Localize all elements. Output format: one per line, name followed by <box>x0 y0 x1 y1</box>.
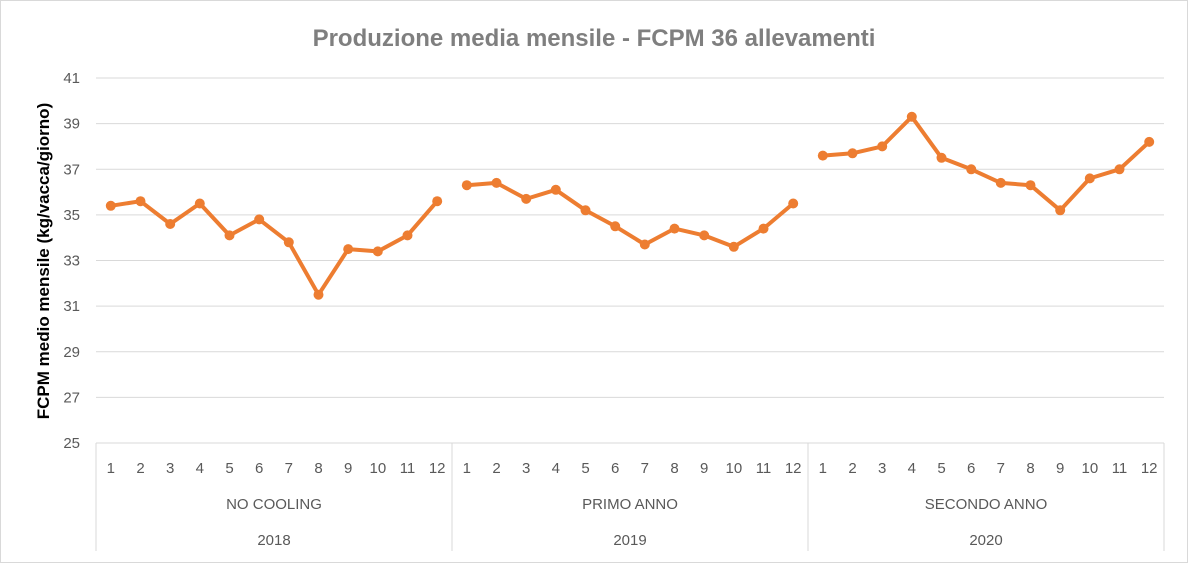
y-tick-label: 35 <box>63 207 80 224</box>
x-group-label: PRIMO ANNO <box>582 496 678 513</box>
x-group-label: NO COOLING <box>226 496 322 513</box>
data-point <box>165 219 176 229</box>
series-line-2018 <box>108 199 440 297</box>
x-tick-label: 9 <box>700 460 708 477</box>
data-point <box>491 177 502 188</box>
x-tick-label: 7 <box>285 460 293 477</box>
x-tick-label: 7 <box>641 460 649 477</box>
data-point <box>135 196 146 207</box>
x-tick-label: 11 <box>400 460 416 477</box>
x-tick-label: 8 <box>1026 460 1034 477</box>
series-line-2020 <box>820 114 1152 213</box>
data-point <box>521 193 532 204</box>
data-point <box>254 214 265 225</box>
data-point <box>372 246 383 257</box>
x-tick-label: 9 <box>344 460 352 477</box>
y-tick-label: 33 <box>63 253 80 270</box>
x-tick-label: 8 <box>314 460 322 477</box>
y-tick-label: 37 <box>63 161 80 178</box>
x-tick-label: 1 <box>107 460 115 477</box>
data-point <box>343 244 354 255</box>
gridlines <box>96 77 1164 444</box>
x-tick-label: 6 <box>967 460 975 477</box>
y-tick-label: 31 <box>63 298 80 315</box>
data-point <box>1114 164 1125 175</box>
y-tick-label: 27 <box>63 389 80 406</box>
data-point <box>966 164 977 175</box>
data-point <box>1055 205 1066 216</box>
x-tick-label: 7 <box>997 460 1005 477</box>
data-point <box>313 289 324 300</box>
x-tick-label: 5 <box>937 460 945 477</box>
data-point <box>550 184 561 195</box>
x-tick-label: 9 <box>1056 460 1064 477</box>
data-point <box>610 221 621 232</box>
x-tick-label: 1 <box>819 460 827 477</box>
data-point <box>906 111 917 122</box>
x-tick-label: 10 <box>369 460 386 477</box>
x-tick-label: 12 <box>429 460 446 477</box>
y-tick-label: 39 <box>63 116 80 133</box>
y-axis-ticks: 25 27 29 31 33 35 37 39 41 <box>63 70 80 452</box>
data-point <box>283 237 294 248</box>
data-point <box>461 180 472 191</box>
data-point <box>669 223 680 234</box>
x-tick-label: 3 <box>522 460 530 477</box>
x-tick-label: 3 <box>878 460 886 477</box>
x-tick-label: 1 <box>463 460 471 477</box>
data-point <box>224 230 235 241</box>
data-point <box>847 148 858 159</box>
x-tick-label: 4 <box>552 460 560 477</box>
x-year-label: 2020 <box>969 532 1002 549</box>
data-point <box>877 141 888 152</box>
data-point <box>1084 173 1095 184</box>
y-tick-label: 29 <box>63 344 80 361</box>
data-point <box>699 230 710 241</box>
x-tick-label: 6 <box>611 460 619 477</box>
data-point <box>788 198 799 209</box>
x-tick-label: 10 <box>1081 460 1098 477</box>
data-point <box>758 223 769 234</box>
x-tick-label: 11 <box>1112 460 1128 477</box>
x-tick-label: 11 <box>756 460 772 477</box>
y-tick-label: 25 <box>63 435 80 452</box>
y-tick-label: 41 <box>63 70 80 87</box>
x-tick-label: 12 <box>785 460 802 477</box>
data-point <box>995 177 1006 188</box>
data-point <box>728 241 739 252</box>
data-point <box>432 196 443 207</box>
data-point <box>1144 136 1155 147</box>
data-point <box>817 150 828 161</box>
x-tick-label: 3 <box>166 460 174 477</box>
data-point <box>580 205 591 216</box>
x-tick-label: 2 <box>492 460 500 477</box>
x-tick-label: 12 <box>1141 460 1158 477</box>
y-axis-label: FCPM medio mensile (kg/vacca/giorno) <box>34 103 53 419</box>
x-tick-label: 2 <box>136 460 144 477</box>
x-tick-label: 6 <box>255 460 263 477</box>
x-tick-label: 8 <box>670 460 678 477</box>
series-line-2019 <box>464 180 796 249</box>
x-year-label: 2018 <box>257 532 290 549</box>
chart-title: Produzione media mensile - FCPM 36 allev… <box>313 25 876 52</box>
x-tick-label: 10 <box>725 460 742 477</box>
x-tick-label: 5 <box>225 460 233 477</box>
x-tick-label: 5 <box>581 460 589 477</box>
x-group-label: SECONDO ANNO <box>925 496 1048 513</box>
x-tick-label: 4 <box>908 460 916 477</box>
data-point <box>639 239 650 250</box>
x-tick-label: 2 <box>848 460 856 477</box>
data-point <box>105 200 116 211</box>
x-year-label: 2019 <box>613 532 646 549</box>
series-fcpm <box>105 111 1155 300</box>
data-point <box>1025 180 1036 191</box>
data-point <box>936 152 947 163</box>
x-tick-label: 4 <box>196 460 204 477</box>
data-point <box>402 230 413 241</box>
data-point <box>194 198 205 209</box>
